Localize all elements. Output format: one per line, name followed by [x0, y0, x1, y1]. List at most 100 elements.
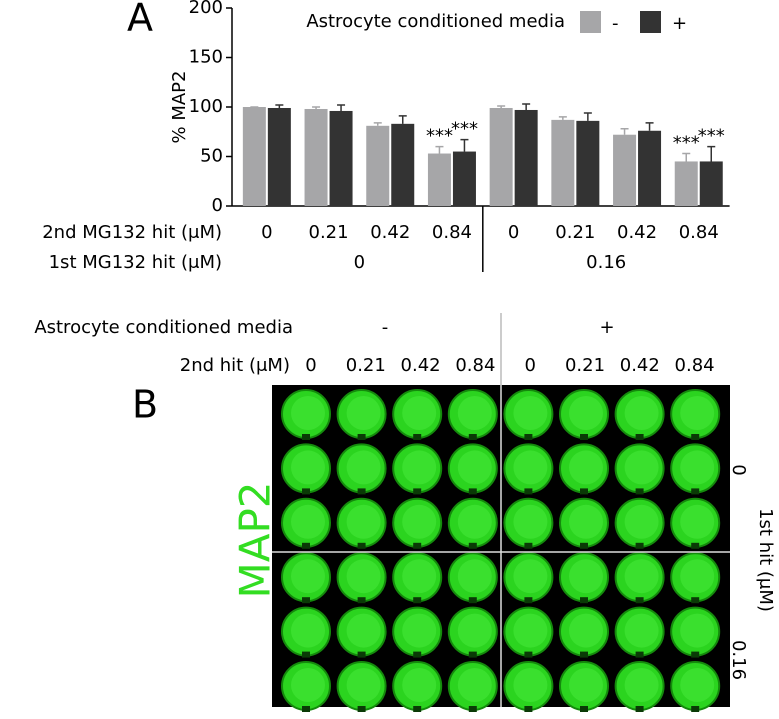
well-notch	[580, 597, 588, 604]
bar	[304, 108, 328, 206]
well-notch	[635, 434, 644, 440]
well-texture	[291, 668, 325, 702]
x-tick-label: 0.84	[679, 222, 719, 243]
well-texture	[457, 450, 492, 485]
well-texture	[680, 450, 715, 485]
significance: ***	[673, 133, 700, 154]
well-notch	[357, 434, 366, 440]
significance: ***	[698, 126, 725, 147]
well-notch	[580, 651, 588, 658]
bar	[551, 119, 575, 206]
error-bar	[398, 115, 407, 124]
error-bar	[460, 138, 469, 152]
well-texture	[402, 559, 437, 594]
well-notch	[691, 597, 700, 604]
well-texture	[624, 504, 659, 539]
well-notch	[302, 434, 310, 440]
well-texture	[569, 559, 603, 594]
well-texture	[513, 504, 548, 539]
well-texture	[457, 613, 492, 648]
well-notch	[413, 651, 422, 658]
row-label: 0.16	[728, 640, 749, 680]
well-notch	[635, 651, 644, 658]
well-notch	[524, 597, 533, 604]
legend-swatch	[580, 11, 601, 33]
legend-title: Astrocyte conditioned media	[306, 11, 565, 32]
error-bar	[522, 103, 531, 110]
well-notch	[302, 542, 310, 549]
hit-label: 1st hit (μM)	[755, 508, 776, 612]
y-tick-label: 0	[212, 195, 223, 216]
well-notch	[468, 488, 477, 495]
well-texture	[402, 613, 437, 648]
bar	[242, 107, 266, 206]
well-texture	[680, 613, 715, 648]
well-notch	[413, 488, 422, 495]
well-texture	[513, 668, 548, 702]
well-texture	[513, 613, 548, 648]
well-notch	[413, 597, 422, 604]
column-label: 0.42	[620, 355, 660, 376]
well-notch	[580, 434, 588, 440]
well-texture	[291, 559, 325, 594]
bar	[489, 107, 513, 206]
well-texture	[346, 396, 381, 430]
well-texture	[680, 668, 715, 702]
bar	[699, 161, 723, 206]
well-notch	[468, 597, 477, 604]
well-texture	[346, 613, 381, 648]
well-texture	[513, 450, 548, 485]
well-notch	[357, 706, 366, 712]
legend-label: -	[612, 13, 619, 34]
panel-letter: B	[132, 383, 158, 427]
x-tick-label: 0.42	[370, 222, 410, 243]
well-notch	[468, 651, 477, 658]
bar	[427, 153, 451, 206]
bar	[329, 110, 353, 206]
well-notch	[580, 488, 588, 495]
well-notch	[524, 488, 533, 495]
column-label: 0	[524, 355, 535, 376]
well-texture	[624, 450, 659, 485]
media-label: +	[599, 317, 614, 338]
y-tick-label: 100	[189, 96, 223, 117]
well-notch	[691, 706, 700, 712]
column-label: 0.84	[675, 355, 715, 376]
bar	[514, 109, 538, 206]
row-label: 2nd MG132 hit (μM)	[42, 222, 222, 243]
row-label: 1st MG132 hit (μM)	[49, 252, 222, 273]
well-notch	[524, 706, 533, 712]
well-notch	[524, 434, 533, 440]
well-texture	[346, 559, 381, 594]
bar	[267, 107, 291, 206]
legend-label: +	[672, 13, 687, 34]
error-bar	[373, 122, 382, 126]
well-texture	[624, 396, 659, 430]
error-bar	[620, 128, 629, 135]
y-tick-label: 50	[200, 146, 223, 167]
well-notch	[524, 651, 533, 658]
well-texture	[624, 559, 659, 594]
well-texture	[291, 504, 325, 539]
well-texture	[457, 504, 492, 539]
column-label: 0.21	[565, 355, 605, 376]
well-notch	[635, 597, 644, 604]
bar	[638, 130, 662, 206]
well-notch	[357, 542, 366, 549]
well-texture	[513, 559, 548, 594]
well-notch	[691, 651, 700, 658]
error-bar	[558, 116, 567, 120]
well-texture	[457, 559, 492, 594]
well-notch	[302, 706, 310, 712]
error-bar	[645, 122, 654, 131]
well-texture	[346, 668, 381, 702]
x-tick-label: 0	[508, 222, 519, 243]
well-texture	[513, 396, 548, 430]
well-texture	[569, 668, 603, 702]
legend-swatch	[640, 11, 661, 33]
well-notch	[468, 434, 477, 440]
well-texture	[346, 504, 381, 539]
column-label: 0	[305, 355, 316, 376]
hit-label: 2nd hit (μM)	[180, 355, 290, 376]
